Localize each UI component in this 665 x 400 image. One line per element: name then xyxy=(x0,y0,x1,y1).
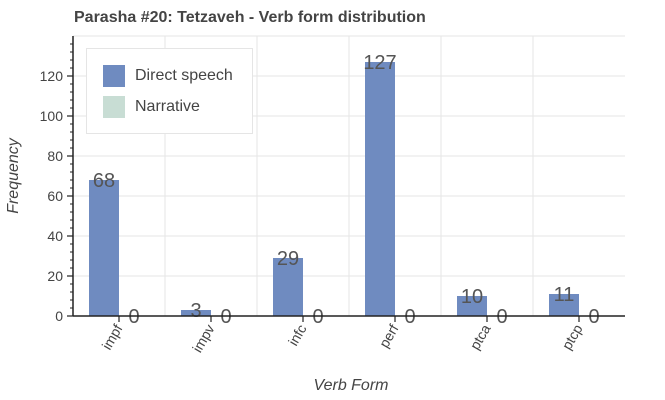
y-tick-label: 20 xyxy=(47,268,63,284)
data-label-infc-narrative: 0 xyxy=(312,306,323,328)
bar-ptca-direct-speech xyxy=(457,296,487,316)
bar-impf-direct-speech xyxy=(89,180,119,316)
x-tick-label-impf: impf xyxy=(99,321,126,352)
x-tick-label-infc: infc xyxy=(285,322,310,349)
data-label-impf-narrative: 0 xyxy=(128,306,139,328)
data-label-impv-narrative: 0 xyxy=(220,306,231,328)
y-tick-label: 0 xyxy=(55,308,63,324)
data-label-impf-direct-speech: 68 xyxy=(93,170,115,192)
data-label-impv-direct-speech: 3 xyxy=(190,300,201,322)
y-tick-label: 80 xyxy=(47,148,63,164)
data-label-perf-direct-speech: 127 xyxy=(363,52,396,74)
legend-item-narrative[interactable]: Narrative xyxy=(103,96,200,118)
legend-swatch-narrative xyxy=(103,96,125,118)
x-axis-label: Verb Form xyxy=(313,377,389,394)
data-label-ptcp-narrative: 0 xyxy=(588,306,599,328)
legend-swatch-direct-speech xyxy=(103,65,125,87)
bar-impv-direct-speech xyxy=(181,310,211,316)
y-tick-label: 120 xyxy=(40,68,64,84)
legend: Direct speech Narrative xyxy=(86,48,253,134)
bar-perf-direct-speech xyxy=(365,62,395,316)
y-tick-label: 100 xyxy=(40,108,64,124)
bar-ptcp-direct-speech xyxy=(549,294,579,316)
legend-item-direct-speech[interactable]: Direct speech xyxy=(103,65,233,87)
data-label-ptca-direct-speech: 10 xyxy=(461,286,483,308)
data-label-infc-direct-speech: 29 xyxy=(277,248,299,270)
legend-label-narrative: Narrative xyxy=(135,98,200,115)
bar-infc-direct-speech xyxy=(273,258,303,316)
x-tick-label-ptca: ptca xyxy=(467,321,494,352)
data-label-perf-narrative: 0 xyxy=(404,306,415,328)
legend-label-direct-speech: Direct speech xyxy=(135,67,233,84)
y-tick-label: 40 xyxy=(47,228,63,244)
data-label-ptca-narrative: 0 xyxy=(496,306,507,328)
x-tick-label-impv: impv xyxy=(189,322,218,356)
data-label-ptcp-direct-speech: 11 xyxy=(554,284,575,306)
x-tick-label-ptcp: ptcp xyxy=(559,321,586,352)
x-tick-label-perf: perf xyxy=(376,321,402,350)
chart-title: Parasha #20: Tetzaveh - Verb form distri… xyxy=(74,9,426,26)
y-tick-label: 60 xyxy=(47,188,63,204)
